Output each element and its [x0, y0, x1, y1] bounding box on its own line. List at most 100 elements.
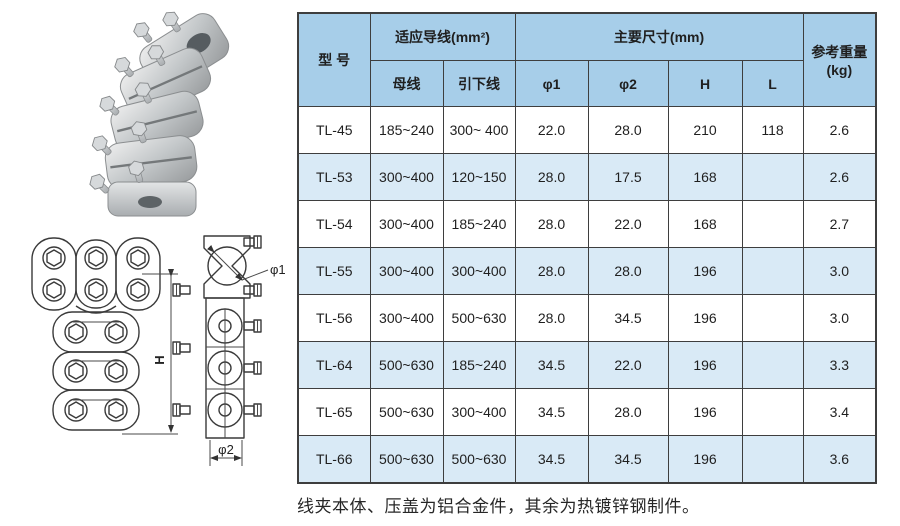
cell-phi1: 34.5	[514, 435, 589, 484]
cell-downlead: 185~240	[442, 341, 516, 389]
cell-busbar: 500~630	[369, 388, 444, 436]
cell-h: 196	[667, 388, 743, 436]
cell-h: 168	[667, 200, 743, 248]
header-weight: 参考重量 (kg)	[802, 12, 877, 107]
product-photo-illustration	[86, 10, 230, 217]
cell-h: 210	[667, 106, 743, 154]
cell-downlead: 500~630	[442, 435, 516, 484]
dimension-h: H	[122, 269, 178, 435]
cell-weight: 3.6	[802, 435, 877, 484]
header-downlead: 引下线	[442, 60, 516, 107]
cell-model: TL-64	[297, 341, 371, 389]
table-row: TL-56 300~400 500~630 28.0 34.5 196 3.0	[297, 294, 877, 342]
table-row: TL-55 300~400 300~400 28.0 28.0 196 3.0	[297, 247, 877, 295]
cell-busbar: 500~630	[369, 341, 444, 389]
cell-busbar: 185~240	[369, 106, 444, 154]
technical-drawing-svg: H	[31, 235, 286, 466]
cell-weight: 3.0	[802, 247, 877, 295]
cell-l	[741, 153, 804, 201]
cell-phi2: 22.0	[587, 200, 669, 248]
cell-l	[741, 294, 804, 342]
cell-downlead: 120~150	[442, 153, 516, 201]
cell-h: 196	[667, 294, 743, 342]
cell-model: TL-66	[297, 435, 371, 484]
table-row: TL-65 500~630 300~400 34.5 28.0 196 3.4	[297, 388, 877, 436]
cell-downlead: 300~400	[442, 247, 516, 295]
cell-l	[741, 341, 804, 389]
table-row: TL-54 300~400 185~240 28.0 22.0 168 2.7	[297, 200, 877, 248]
cell-l	[741, 435, 804, 484]
cell-l	[741, 388, 804, 436]
table-header-group-row: 型 号 适应导线(mm²) 主要尺寸(mm) 参考重量 (kg)	[297, 12, 877, 107]
cell-phi1: 22.0	[514, 106, 589, 154]
table-header-sub-row: 母线 引下线 φ1 φ2 H L	[298, 60, 876, 107]
cell-h: 196	[667, 341, 743, 389]
cell-phi1: 34.5	[514, 388, 589, 436]
technical-drawing: H	[18, 228, 296, 480]
cell-phi1: 28.0	[514, 200, 589, 248]
dim-phi1-label: φ1	[270, 262, 286, 277]
cell-l: 118	[741, 106, 804, 154]
spec-table: 型 号 适应导线(mm²) 主要尺寸(mm) 参考重量 (kg) 母线 引下线 …	[297, 12, 878, 484]
header-l: L	[741, 60, 804, 107]
cell-downlead: 300~400	[442, 388, 516, 436]
cell-model: TL-45	[297, 106, 371, 154]
cell-h: 196	[667, 247, 743, 295]
header-h: H	[667, 60, 743, 107]
drawing-front-view: H	[31, 237, 178, 435]
header-model: 型 号	[297, 12, 371, 107]
header-conductor-group: 适应导线(mm²)	[369, 12, 516, 61]
cell-phi2: 28.0	[587, 388, 669, 436]
cell-weight: 3.4	[802, 388, 877, 436]
cell-phi2: 34.5	[587, 294, 669, 342]
cell-model: TL-56	[297, 294, 371, 342]
cell-busbar: 300~400	[369, 247, 444, 295]
product-photo	[50, 10, 265, 230]
cell-downlead: 185~240	[442, 200, 516, 248]
cell-busbar: 300~400	[369, 153, 444, 201]
cell-model: TL-55	[297, 247, 371, 295]
header-busbar: 母线	[369, 60, 444, 107]
cell-model: TL-65	[297, 388, 371, 436]
cell-weight: 2.6	[802, 106, 877, 154]
table-row: TL-66 500~630 500~630 34.5 34.5 196 3.6	[297, 435, 877, 484]
header-weight-line1: 参考重量	[811, 44, 868, 60]
header-dimension-group: 主要尺寸(mm)	[514, 12, 804, 61]
cell-l	[741, 200, 804, 248]
cell-l	[741, 247, 804, 295]
cell-busbar: 300~400	[369, 294, 444, 342]
cell-phi1: 28.0	[514, 153, 589, 201]
clamp-body	[86, 10, 230, 217]
cell-h: 196	[667, 435, 743, 484]
cell-phi1: 28.0	[514, 294, 589, 342]
cell-weight: 3.0	[802, 294, 877, 342]
header-weight-line2: (kg)	[826, 62, 853, 78]
dim-h-label: H	[152, 355, 167, 364]
cell-phi2: 34.5	[587, 435, 669, 484]
cell-downlead: 300~ 400	[442, 106, 516, 154]
cell-downlead: 500~630	[442, 294, 516, 342]
cell-phi1: 34.5	[514, 341, 589, 389]
cell-phi1: 28.0	[514, 247, 589, 295]
cell-busbar: 500~630	[369, 435, 444, 484]
table-row: TL-53 300~400 120~150 28.0 17.5 168 2.6	[297, 153, 877, 201]
cell-h: 168	[667, 153, 743, 201]
header-phi1: φ1	[514, 60, 589, 107]
cell-weight: 2.6	[802, 153, 877, 201]
header-phi2: φ2	[587, 60, 669, 107]
cell-phi2: 17.5	[587, 153, 669, 201]
cell-busbar: 300~400	[369, 200, 444, 248]
dimension-phi1: φ1	[206, 244, 286, 281]
cell-model: TL-54	[297, 200, 371, 248]
cell-phi2: 22.0	[587, 341, 669, 389]
cell-weight: 2.7	[802, 200, 877, 248]
cell-model: TL-53	[297, 153, 371, 201]
material-footnote: 线夹本体、压盖为铝合金件，其余为热镀锌钢制件。	[297, 497, 700, 516]
cell-phi2: 28.0	[587, 106, 669, 154]
table-row: TL-45 185~240 300~ 400 22.0 28.0 210 118…	[297, 106, 877, 154]
dim-phi2-label: φ2	[218, 442, 234, 457]
cell-weight: 3.3	[802, 341, 877, 389]
cell-phi2: 28.0	[587, 247, 669, 295]
table-row: TL-64 500~630 185~240 34.5 22.0 196 3.3	[297, 341, 877, 389]
dimension-phi2: φ2	[209, 440, 243, 466]
